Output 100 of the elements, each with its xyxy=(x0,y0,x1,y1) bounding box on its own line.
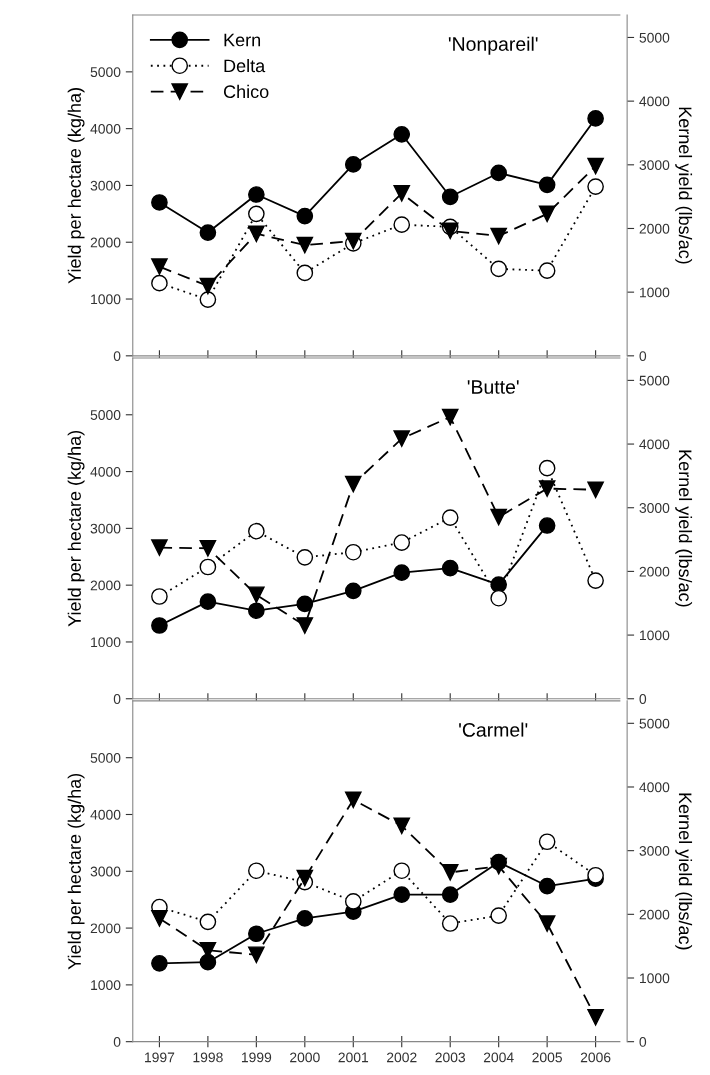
point xyxy=(151,539,168,557)
point xyxy=(393,886,411,903)
point xyxy=(393,430,411,447)
legend-label: Chico xyxy=(223,84,269,99)
point xyxy=(151,588,168,605)
point xyxy=(151,258,168,275)
point xyxy=(587,481,604,499)
y-tick-label: 5000 xyxy=(90,753,121,763)
point xyxy=(538,262,556,279)
point xyxy=(538,205,556,223)
y-tick-label: 2000 xyxy=(90,237,121,248)
point xyxy=(296,869,314,887)
point xyxy=(248,946,265,964)
y2-tick-label: 2000 xyxy=(639,909,670,920)
y2-tick-label: 4000 xyxy=(639,439,670,450)
y-tick-label: 1000 xyxy=(91,637,121,648)
point xyxy=(538,915,556,932)
point xyxy=(587,1008,604,1026)
y-tick-label: 3000 xyxy=(90,523,121,534)
point xyxy=(296,617,314,634)
point xyxy=(441,864,459,881)
point xyxy=(199,291,217,308)
x-tick-label: 2002 xyxy=(387,1052,417,1063)
point xyxy=(344,791,362,809)
point xyxy=(296,264,314,282)
point xyxy=(538,459,556,477)
text: 'Butte' xyxy=(467,380,519,394)
point xyxy=(538,833,556,851)
y2-tick-label: 2000 xyxy=(639,566,670,577)
point xyxy=(248,862,265,880)
point xyxy=(393,534,411,551)
y-axis-title: Yield per hectare (kg/ha) xyxy=(67,88,85,284)
y2-tick-label: 1000 xyxy=(640,630,670,641)
legend-label: Kern xyxy=(224,33,261,47)
point xyxy=(538,176,556,194)
x-tick-label: 1999 xyxy=(241,1052,272,1063)
point xyxy=(344,582,362,600)
point xyxy=(490,857,508,875)
y-tick-label: 4000 xyxy=(90,123,121,134)
x-tick-label: 1998 xyxy=(193,1052,223,1063)
point xyxy=(151,617,168,634)
y-tick-label: 2000 xyxy=(90,923,121,934)
point xyxy=(296,910,314,927)
point xyxy=(393,862,411,880)
y-tick-label: 3000 xyxy=(90,180,121,191)
point xyxy=(393,817,411,835)
point xyxy=(151,954,168,972)
y2-axis-title: Kernel yield (lbs/ac) xyxy=(675,450,693,607)
y2-axis-title: Kernel yield (lbs/ac) xyxy=(675,107,693,264)
x-tick-label: 1997 xyxy=(145,1052,175,1063)
point xyxy=(490,260,508,278)
point xyxy=(490,508,508,526)
point xyxy=(393,185,411,202)
point xyxy=(296,207,314,225)
y2-tick-label: 3000 xyxy=(639,503,670,513)
point xyxy=(344,893,362,910)
y2-tick-label: 0 xyxy=(639,694,647,704)
point xyxy=(587,866,604,884)
point xyxy=(490,227,508,245)
point xyxy=(296,595,314,613)
y-tick-label: 2000 xyxy=(90,580,121,591)
point xyxy=(199,224,217,241)
point xyxy=(151,910,168,927)
point xyxy=(199,539,217,557)
point xyxy=(441,559,459,577)
y-tick-label: 3000 xyxy=(90,866,121,877)
y-axis-title: Yield per hectare (kg/ha) xyxy=(67,430,85,627)
x-tick-label: 2001 xyxy=(338,1052,369,1063)
point xyxy=(538,877,556,895)
point xyxy=(248,925,265,943)
y2-axis-title: Kernel yield (lbs/ac) xyxy=(675,793,693,950)
x-tick-label: 2003 xyxy=(435,1052,466,1063)
point xyxy=(393,564,411,581)
point xyxy=(441,222,459,240)
point xyxy=(538,480,556,497)
y2-tick-label: 3000 xyxy=(639,160,670,170)
point xyxy=(441,408,459,426)
point xyxy=(296,548,314,566)
point xyxy=(199,558,217,576)
y2-tick-label: 4000 xyxy=(639,96,670,107)
text: 'Carmel' xyxy=(459,722,528,737)
point xyxy=(441,188,459,206)
y-tick-label: 5000 xyxy=(90,67,121,78)
y2-tick-label: 0 xyxy=(639,351,647,361)
x-tick-label: 2000 xyxy=(290,1052,320,1063)
point xyxy=(296,236,314,254)
legend-label: Delta xyxy=(224,58,266,73)
point xyxy=(199,277,217,295)
y-tick-label: 1000 xyxy=(91,294,121,305)
point xyxy=(248,602,265,620)
y2-tick-label: 5000 xyxy=(639,375,670,386)
point xyxy=(587,178,604,195)
y2-tick-label: 2000 xyxy=(639,223,670,234)
y2-tick-label: 1000 xyxy=(640,287,670,298)
point xyxy=(441,915,459,932)
y-tick-label: 4000 xyxy=(90,809,121,820)
point xyxy=(151,274,168,292)
y-tick-label: 4000 xyxy=(90,466,121,477)
point xyxy=(587,572,604,589)
point xyxy=(490,907,508,924)
